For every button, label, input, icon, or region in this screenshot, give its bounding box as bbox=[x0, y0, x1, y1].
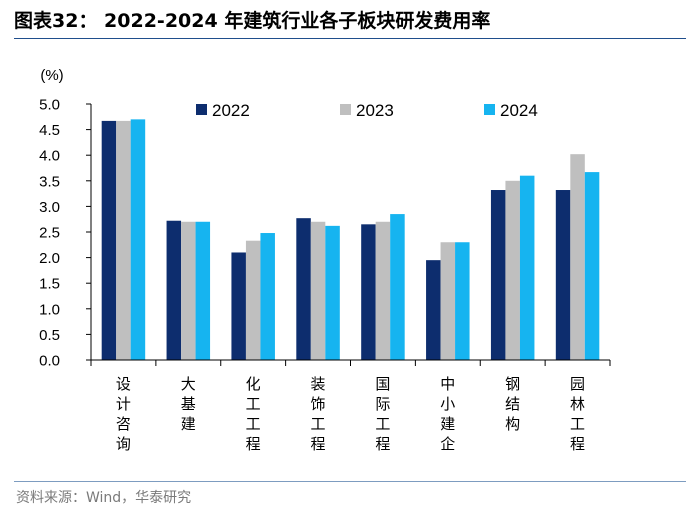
bar-2022-4 bbox=[361, 224, 376, 360]
bar-2022-1 bbox=[166, 220, 182, 360]
x-tick-label: 国际工程 bbox=[375, 376, 390, 453]
bar-2024-4 bbox=[390, 214, 405, 360]
source-rule bbox=[14, 481, 686, 482]
x-tick-label: 中小建企 bbox=[440, 376, 455, 453]
bar-2022-7 bbox=[555, 190, 571, 360]
bar-2022-2 bbox=[231, 252, 246, 360]
bar-2024-6 bbox=[519, 175, 535, 360]
title-rule bbox=[14, 38, 686, 39]
bar-2024-2 bbox=[260, 233, 275, 360]
legend-swatch-2022 bbox=[196, 104, 207, 115]
y-tick-label: 0.0 bbox=[39, 353, 60, 370]
bar-2023-1 bbox=[181, 221, 196, 360]
bar-2024-7 bbox=[584, 172, 600, 360]
chart-title: 图表32： 2022-2024 年建筑行业各子板块研发费用率 bbox=[14, 10, 491, 32]
y-tick-label: 0.5 bbox=[39, 327, 60, 344]
bar-2023-2 bbox=[245, 240, 261, 360]
legend-swatch-2023 bbox=[340, 104, 351, 115]
bar-2023-5 bbox=[440, 242, 456, 360]
bar-2022-0 bbox=[101, 120, 117, 361]
bar-2023-6 bbox=[505, 180, 520, 360]
y-tick-label: 5.0 bbox=[39, 97, 60, 114]
x-tick-label: 设计咨询 bbox=[116, 376, 131, 453]
bar-2024-3 bbox=[325, 225, 340, 360]
bar-2023-3 bbox=[310, 221, 326, 360]
y-tick-label: 2.0 bbox=[39, 250, 60, 267]
y-tick-label: 1.5 bbox=[39, 276, 60, 293]
x-tick-label: 大基建 bbox=[181, 376, 196, 433]
bar-2023-4 bbox=[375, 221, 391, 360]
bar-2022-5 bbox=[426, 260, 441, 360]
y-tick-label: 3.5 bbox=[39, 173, 60, 190]
source-note: 资料来源：Wind，华泰研究 bbox=[16, 490, 192, 506]
bar-2023-7 bbox=[570, 154, 585, 360]
y-tick-label: 1.0 bbox=[39, 301, 60, 318]
y-tick-label: 4.0 bbox=[39, 148, 60, 165]
legend-swatch-2024 bbox=[484, 104, 495, 115]
x-tick-label: 化工工程 bbox=[246, 376, 261, 453]
bar-2024-5 bbox=[455, 242, 470, 360]
bar-2022-3 bbox=[296, 218, 311, 360]
x-tick-labels: 设计咨询 大基建 化工工程 装饰工程 国际工程 中小建企 钢结构 园林工程 bbox=[116, 376, 585, 453]
legend-label-2023: 2023 bbox=[356, 101, 394, 120]
legend-label-2024: 2024 bbox=[500, 101, 538, 120]
y-tick-label: 3.0 bbox=[39, 199, 60, 216]
y-axis-label: (%) bbox=[40, 67, 63, 84]
x-tick-label: 装饰工程 bbox=[311, 376, 326, 453]
legend-label-2022: 2022 bbox=[212, 101, 250, 120]
bar-2024-0 bbox=[130, 119, 146, 360]
bars bbox=[101, 119, 600, 361]
y-tick-label: 4.5 bbox=[39, 122, 60, 139]
axes bbox=[86, 103, 611, 366]
bar-2024-1 bbox=[195, 221, 211, 360]
y-tick-label: 2.5 bbox=[39, 225, 60, 242]
legend: 2022 2023 2024 bbox=[196, 101, 538, 120]
bar-2023-0 bbox=[116, 120, 131, 361]
x-tick-label: 园林工程 bbox=[570, 376, 585, 453]
x-tick-label: 钢结构 bbox=[505, 376, 520, 433]
y-tick-labels: 0.0 0.5 1.0 1.5 2.0 2.5 3.0 3.5 4.0 4.5 5.0 bbox=[39, 97, 60, 370]
bar-2022-6 bbox=[490, 190, 506, 360]
